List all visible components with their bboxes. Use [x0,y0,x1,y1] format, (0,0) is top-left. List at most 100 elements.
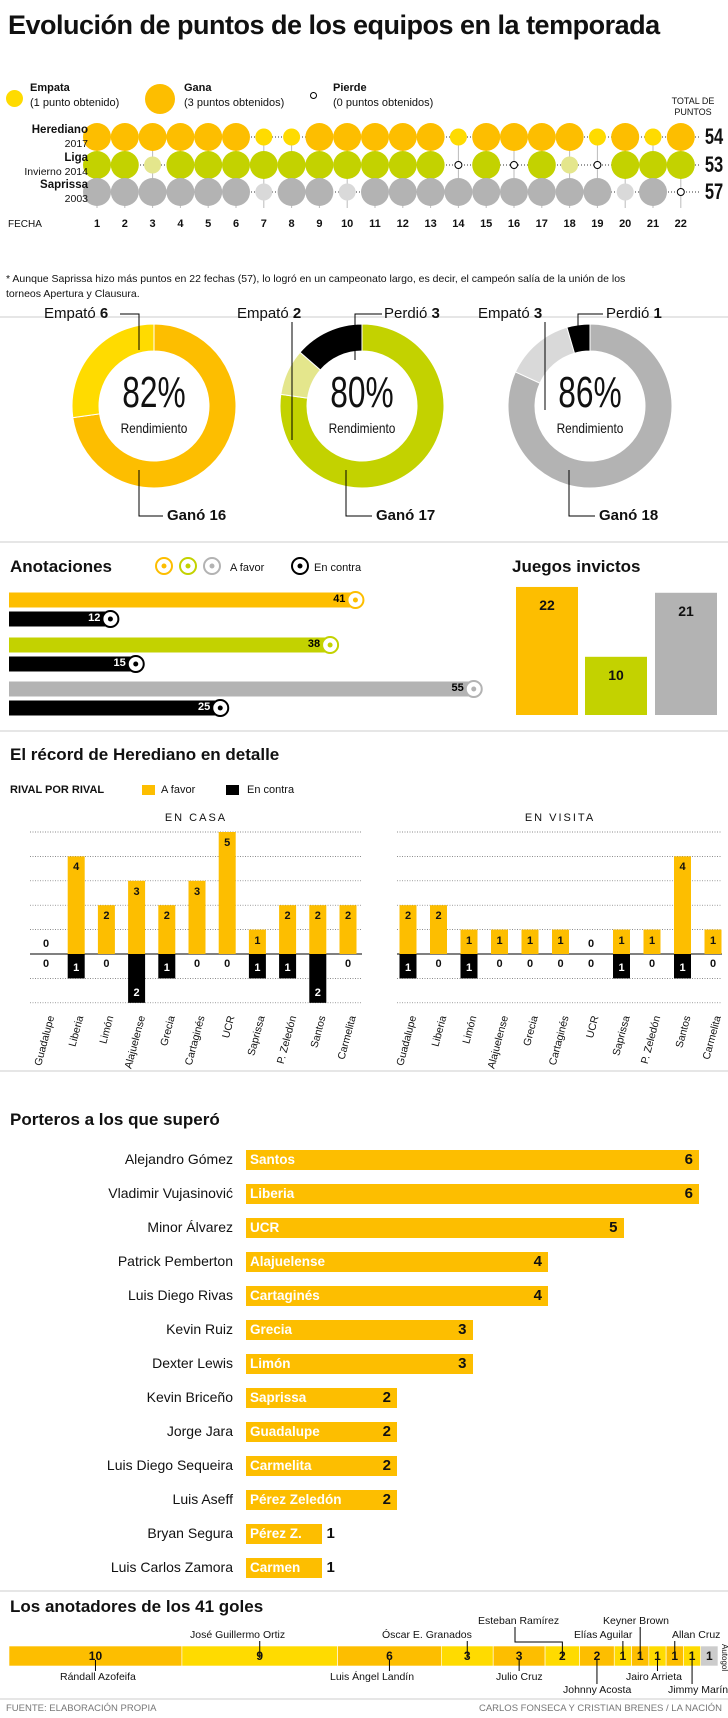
team-label: UCR [250,1220,280,1235]
favor-bar [97,905,115,954]
favor-bar [158,905,176,954]
favor-value: 0 [587,938,595,950]
favor-value: 2 [103,910,110,923]
favor-bar [128,880,146,954]
ball-icon-herediano-center [161,563,167,569]
divider [0,1070,728,1072]
draw-dot [144,156,162,174]
legend-empata-label: Empata [30,82,70,94]
favor-value: 4 [679,861,686,874]
win-dot [361,123,389,151]
legend-gana-sub: (3 puntos obtenidos) [184,97,285,109]
divider [0,316,728,318]
lost-count: 1 [653,305,662,322]
contra-value: 2 [314,986,321,999]
goalkeeper-name: Kevin Briceño [146,1389,233,1405]
leader-line [568,470,595,517]
contra-bar [309,954,327,1003]
goalkeeper-bar: Pérez Zeledón 2 [246,1490,397,1510]
divider [0,1698,728,1700]
scorer-name: Esteban Ramírez [478,1615,560,1627]
contra-value: 0 [193,958,201,970]
team-label: Santos [250,1152,296,1167]
drawn-label: Empató 6 [44,305,109,322]
scorer-name: José Guillermo Ortiz [190,1629,286,1641]
win-dot [472,123,501,151]
win-dot [416,151,445,179]
favor-value: 2 [314,910,321,923]
goals-value: 6 [684,1185,693,1202]
goalkeeper-name: Alejandro Gómez [124,1151,233,1167]
contra-value: 0 [435,958,442,970]
scorer-name: Keyner Brown [603,1615,669,1627]
contra-value: 1 [465,962,473,975]
contra-bar [9,700,221,716]
scorer-name: Jairo Arrieta [626,1671,683,1683]
performance-percent: 82% [122,368,186,417]
scorer-goals: 1 [636,1649,644,1663]
scorer-goals: 2 [593,1649,601,1663]
goalkeeper-name: Bryan Segura [147,1525,233,1541]
contra-bar [399,954,417,979]
invictos-title: Juegos invictos [512,557,641,576]
contra-value: 0 [648,958,656,970]
contra-value: 0 [344,958,352,970]
leader-line [577,313,603,345]
win-dot [166,123,195,151]
chart-title: EN VISITA [524,812,596,824]
loss-dot [676,188,685,196]
total-points: 57 [704,179,724,204]
favor-bar [643,929,661,954]
goalkeeper-bar: Liberia 6 [246,1184,699,1204]
record-favor-label: A favor [161,784,196,796]
fecha-number: 4 [177,218,184,230]
win-dot [277,151,306,179]
favor-bar [9,592,356,608]
ball-icon-liga-center [185,563,191,569]
win-dot [666,123,695,151]
gana-dot [145,84,175,114]
win-dot [611,151,640,179]
favor-bar [339,905,357,954]
win-dot [666,151,695,179]
loss-dot [593,161,602,169]
drawn-count: 6 [99,305,109,322]
invictos-value: 22 [539,596,555,613]
ball-icon-center [471,686,477,692]
goals-value: 3 [458,1321,467,1338]
win-dot [83,123,111,151]
fecha-number: 22 [674,218,687,230]
draw-dot [338,183,356,201]
goalkeeper-name: Luis Carlos Zamora [110,1559,233,1575]
goalkeeper-bar: Grecia 3 [246,1320,473,1340]
team-season: Invierno 2014 [24,166,88,178]
win-dot [583,178,612,206]
porteros-title: Porteros a los que superó [10,1110,220,1129]
fecha-number: 10 [341,218,354,230]
scorer-name: Julio Cruz [496,1671,543,1683]
win-dot [194,123,223,151]
draw-dot [644,128,662,146]
win-dot [138,178,167,206]
favor-value: 1 [618,934,625,947]
lost-label: Perdió 1 [606,305,662,322]
win-dot [194,178,223,206]
won-count: 18 [641,507,659,524]
draw-dot [283,128,301,146]
win-dot [249,151,278,179]
favor-value: 5 [224,837,231,849]
win-dot [333,123,362,151]
contra-swatch [226,785,239,795]
total-label-1: TOTAL DE [671,96,715,106]
draw-dot [616,183,634,201]
team-name: Liga [64,152,88,164]
win-dot [555,178,584,206]
favor-bar [309,905,327,954]
win-dot [222,123,250,151]
win-dot [83,151,111,179]
contra-bar [128,954,146,1003]
goals-value: 2 [382,1389,391,1406]
